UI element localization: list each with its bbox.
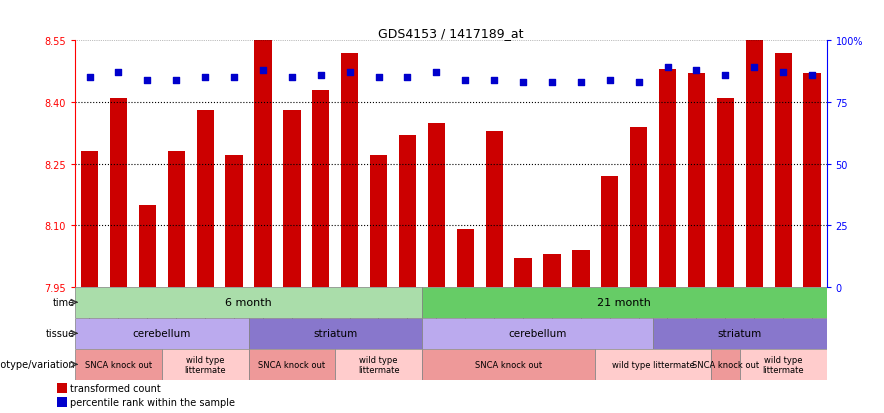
Text: 21 month: 21 month [598, 297, 652, 308]
FancyBboxPatch shape [75, 349, 162, 380]
Text: striatum: striatum [718, 328, 762, 339]
Bar [370, 156, 387, 287]
FancyBboxPatch shape [422, 287, 827, 318]
Text: SNCA knock out: SNCA knock out [475, 360, 542, 369]
Point [458, 77, 472, 84]
Point [227, 75, 241, 81]
Bar [485, 131, 503, 287]
Point [660, 65, 674, 71]
Text: cerebellum: cerebellum [133, 328, 191, 339]
Point [400, 75, 415, 81]
Point [141, 77, 155, 84]
Bar [399, 135, 416, 287]
Point [632, 80, 646, 86]
Point [574, 80, 588, 86]
Point [690, 67, 704, 74]
Point [169, 77, 183, 84]
Bar [630, 127, 647, 287]
Point [545, 80, 559, 86]
Point [343, 70, 357, 76]
FancyBboxPatch shape [595, 349, 711, 380]
Point [516, 80, 530, 86]
Bar [283, 111, 301, 287]
FancyBboxPatch shape [711, 349, 740, 380]
FancyBboxPatch shape [653, 318, 827, 349]
Bar [457, 230, 474, 287]
Point [371, 75, 385, 81]
FancyBboxPatch shape [740, 349, 827, 380]
Bar [312, 90, 330, 287]
Bar [514, 259, 532, 287]
Text: time: time [53, 297, 75, 308]
Title: GDS4153 / 1417189_at: GDS4153 / 1417189_at [378, 27, 523, 40]
Point [747, 65, 761, 71]
Bar [688, 74, 705, 287]
Bar [110, 99, 127, 287]
FancyBboxPatch shape [422, 349, 595, 380]
Text: cerebellum: cerebellum [508, 328, 567, 339]
Point [805, 72, 819, 79]
Point [256, 67, 271, 74]
Bar [428, 123, 445, 287]
Bar [57, 397, 67, 407]
Bar [139, 205, 156, 287]
Point [603, 77, 617, 84]
Point [430, 70, 444, 76]
Bar [57, 383, 67, 393]
Text: genotype/variation: genotype/variation [0, 359, 75, 370]
Bar [717, 99, 734, 287]
Bar [255, 41, 271, 287]
FancyBboxPatch shape [248, 349, 335, 380]
Point [111, 70, 126, 76]
FancyBboxPatch shape [75, 287, 422, 318]
Text: transformed count: transformed count [70, 383, 161, 393]
Point [82, 75, 96, 81]
FancyBboxPatch shape [75, 318, 248, 349]
Bar [774, 54, 792, 287]
FancyBboxPatch shape [422, 318, 653, 349]
Point [487, 77, 501, 84]
Text: SNCA knock out: SNCA knock out [692, 360, 759, 369]
Bar [544, 254, 560, 287]
Bar [659, 70, 676, 287]
Bar [804, 74, 820, 287]
FancyBboxPatch shape [248, 318, 422, 349]
Bar [225, 156, 243, 287]
Point [776, 70, 790, 76]
Text: SNCA knock out: SNCA knock out [85, 360, 152, 369]
Text: wild type
littermate: wild type littermate [185, 355, 226, 374]
Text: tissue: tissue [46, 328, 75, 339]
FancyBboxPatch shape [335, 349, 422, 380]
Text: wild type
littermate: wild type littermate [358, 355, 400, 374]
Text: wild type
littermate: wild type littermate [762, 355, 804, 374]
Point [314, 72, 328, 79]
Text: 6 month: 6 month [225, 297, 272, 308]
Bar [81, 152, 98, 287]
Bar [168, 152, 185, 287]
Point [719, 72, 733, 79]
Point [285, 75, 299, 81]
Bar [745, 41, 763, 287]
Text: striatum: striatum [313, 328, 357, 339]
Bar [572, 250, 590, 287]
Text: percentile rank within the sample: percentile rank within the sample [70, 398, 235, 408]
Bar [196, 111, 214, 287]
Bar [341, 54, 358, 287]
Text: wild type littermate: wild type littermate [612, 360, 695, 369]
Text: SNCA knock out: SNCA knock out [258, 360, 325, 369]
Point [198, 75, 212, 81]
Bar [601, 176, 619, 287]
FancyBboxPatch shape [162, 349, 248, 380]
